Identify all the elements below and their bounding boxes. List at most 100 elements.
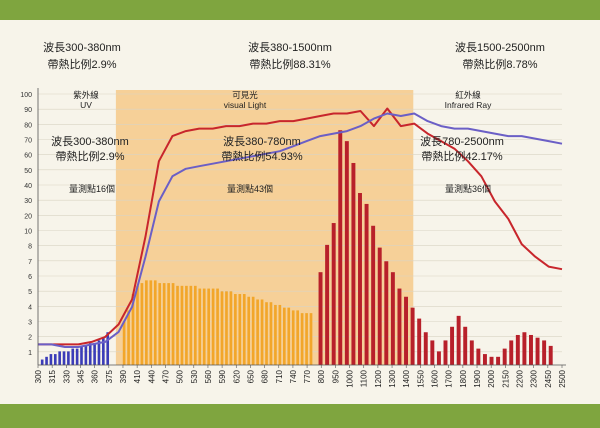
band-inner-ratio-label: 帶熱比例42.17% [421, 149, 503, 163]
measurement-bars [40, 130, 553, 365]
y-tick-label: 90 [24, 107, 32, 114]
measurement-bar [45, 356, 48, 365]
measurement-bar [496, 356, 501, 365]
measurement-bar [211, 288, 215, 365]
measurement-bar [377, 247, 382, 365]
measurement-bar [351, 162, 356, 365]
measurement-bar [291, 310, 295, 365]
measurement-bar [153, 280, 157, 365]
measurement-bar [198, 288, 202, 365]
measurement-bar [529, 334, 533, 365]
band-ratio-label: 帶熱比例8.78% [462, 57, 537, 71]
measurement-bar [238, 294, 242, 365]
measurement-bar [509, 340, 514, 365]
x-tick-label: 470 [161, 369, 170, 383]
x-tick-label: 360 [91, 369, 100, 383]
measurement-bar [397, 288, 402, 365]
measurement-bar [180, 285, 184, 365]
y-tick-label: 6 [28, 274, 32, 281]
measurement-bar [62, 351, 66, 365]
measurement-bar [542, 340, 547, 365]
x-tick-label: 710 [275, 369, 284, 383]
x-tick-label: 590 [218, 369, 227, 383]
x-tick-label: 315 [48, 369, 57, 383]
band-name-label: 紫外線 [73, 90, 99, 100]
measurement-bar [364, 203, 369, 365]
band-inner-range-label: 波長300-380nm [51, 135, 129, 148]
measurement-bar [384, 261, 389, 365]
x-tick-label: 1550 [416, 369, 425, 387]
x-tick-label: 650 [246, 369, 255, 383]
measurement-bar [127, 310, 130, 365]
y-tick-label: 60 [24, 153, 32, 160]
measurement-bar [287, 307, 291, 365]
x-tick-label: 800 [317, 369, 326, 383]
measurement-bar [430, 340, 435, 365]
x-tick-label: 2500 [558, 369, 567, 387]
measurement-bar [515, 334, 520, 365]
measurement-bar [40, 359, 44, 365]
measurement-bar [522, 332, 527, 365]
measurement-bar [463, 326, 468, 365]
measurement-bar [162, 283, 166, 365]
y-tick-label: 3 [28, 320, 32, 327]
x-tick-label: 2150 [501, 369, 510, 387]
band-annotations: 波長300-380nm帶熱比例2.9%紫外線UV波長300-380nm帶熱比例2… [43, 41, 545, 194]
y-axis: 100 90 80 70 60 50 40 30 20 10 8 7 6 5 4 3 2 1 [20, 88, 39, 365]
x-tick-label: 530 [190, 369, 199, 383]
measurement-bar [309, 313, 313, 365]
x-tick-label: 620 [232, 369, 241, 383]
x-tick-label: 1200 [374, 369, 383, 387]
band-name-label: 紅外線 [455, 90, 481, 100]
measurement-bar [84, 345, 88, 365]
band-points-label: 量測點43個 [227, 183, 273, 194]
measurement-bar [49, 354, 53, 365]
x-tick-label: 2000 [487, 369, 496, 387]
x-tick-label: 2450 [544, 369, 553, 387]
x-tick-label: 2200 [516, 369, 525, 387]
measurement-bar [67, 351, 70, 365]
measurement-bar [300, 313, 304, 365]
y-tick-label: 2 [28, 335, 32, 342]
measurement-bar [185, 285, 188, 365]
x-tick-label: 2300 [530, 369, 539, 387]
measurement-bar [456, 315, 461, 365]
measurement-bar [171, 283, 175, 365]
measurement-bar [489, 356, 494, 365]
band-name-label: 可見光 [232, 90, 258, 100]
x-tick-label: 440 [147, 369, 156, 383]
band-inner-ratio-label: 帶熱比例54.93% [221, 149, 303, 163]
x-tick-label: 950 [331, 369, 340, 383]
measurement-bar [247, 296, 251, 365]
measurement-bar [97, 340, 101, 365]
measurement-bar [502, 348, 507, 365]
measurement-bar [417, 318, 422, 365]
x-tick-label: 680 [261, 369, 270, 383]
measurement-bar [338, 130, 343, 365]
x-tick-label: 375 [105, 369, 114, 383]
measurement-bar [318, 272, 323, 365]
y-tick-label: 40 [24, 183, 32, 190]
x-tick-label: 1100 [360, 369, 369, 387]
measurement-bar [548, 345, 553, 365]
measurement-bar [234, 294, 237, 365]
measurement-bar [344, 141, 349, 365]
measurement-bar [102, 337, 105, 365]
measurement-bar [158, 283, 162, 365]
band-name-en-label: UV [80, 100, 92, 110]
y-tick-label: 10 [24, 229, 32, 236]
measurement-bar [371, 225, 376, 365]
y-tick-label: 8 [28, 244, 32, 251]
y-tick-label: 5 [28, 289, 32, 296]
band-name-en-label: visual Light [224, 100, 267, 110]
measurement-bar [106, 332, 110, 365]
measurement-bar [358, 193, 362, 365]
measurement-bar [229, 291, 233, 365]
measurement-bar [260, 299, 264, 365]
x-tick-label: 1300 [388, 369, 397, 387]
band-range-label: 波長1500-2500nm [455, 41, 545, 54]
series-line [38, 112, 563, 348]
band-name-en-label: Infrared Ray [445, 100, 493, 110]
x-tick-label: 300 [34, 369, 43, 383]
